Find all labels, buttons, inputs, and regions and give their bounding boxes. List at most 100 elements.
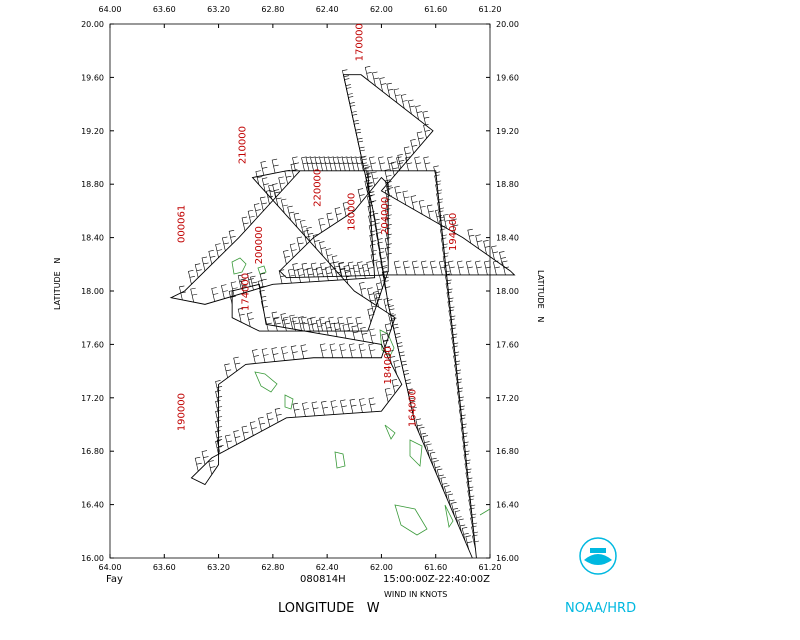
wind-barb <box>423 124 431 139</box>
y-tick-label-right: 16.00 <box>496 554 519 563</box>
wind-barb <box>443 213 451 229</box>
wind-barb <box>241 216 249 231</box>
y-tick-label: 20.00 <box>81 20 104 29</box>
wind-barb <box>314 156 322 171</box>
wind-barb <box>460 426 468 442</box>
wind-barb <box>319 241 327 256</box>
wind-barb <box>237 307 245 323</box>
wind-barb <box>458 408 466 424</box>
wind-barb <box>290 163 298 178</box>
wind-barb <box>414 156 422 171</box>
wind-barb <box>330 400 338 415</box>
wind-barb <box>475 234 483 249</box>
wind-barb <box>502 260 509 276</box>
wind-barb <box>323 156 331 171</box>
wind-barb <box>467 489 475 505</box>
wind-barb <box>390 161 398 176</box>
wind-barb <box>211 287 219 302</box>
wind-barb <box>440 476 448 492</box>
y-tick-label-right: 18.80 <box>496 180 519 189</box>
wind-barb <box>339 343 347 358</box>
time-label: 190000 <box>177 393 188 431</box>
wind-barb <box>310 262 318 277</box>
wind-barb <box>310 316 318 332</box>
wind-barb <box>315 319 323 334</box>
wind-barb <box>364 66 372 81</box>
time-label: 204000 <box>380 197 391 235</box>
flight-track <box>169 74 516 559</box>
y-tick-label: 18.40 <box>81 234 104 243</box>
y-tick-label-right: 19.60 <box>496 73 519 82</box>
wind-barb <box>355 131 363 147</box>
x-tick-label: 62.80 <box>261 563 284 572</box>
x-tick-label: 64.00 <box>99 563 122 572</box>
wind-barb <box>241 425 249 441</box>
wind-barb <box>215 243 223 258</box>
wind-barb <box>471 525 479 541</box>
wind-barb <box>259 196 267 211</box>
wind-barb <box>422 435 430 450</box>
wind-barb <box>396 156 404 171</box>
wind-barb <box>334 265 342 281</box>
wind-barb <box>280 198 288 214</box>
y-tick-label: 17.60 <box>81 340 104 349</box>
wind-barb <box>300 344 308 359</box>
wind-barb <box>201 256 209 272</box>
wind-barb <box>447 260 455 276</box>
wind-barb <box>440 237 448 252</box>
wind-barb <box>320 262 328 277</box>
wind-barb <box>433 460 441 475</box>
wind-barb <box>343 78 351 93</box>
wind-barb <box>423 156 431 171</box>
wind-barb <box>433 165 441 180</box>
wind-barb <box>259 272 267 288</box>
wind-barb <box>451 336 459 351</box>
wind-barb <box>274 191 282 206</box>
wind-barb <box>426 204 434 219</box>
wind-barb <box>384 387 392 403</box>
wind-barb <box>457 399 465 415</box>
wind-barb <box>410 195 418 210</box>
wind-barb <box>352 264 360 279</box>
wind-barb <box>266 412 274 427</box>
x-tick-label: 61.20 <box>479 563 502 572</box>
wind-barb <box>355 156 363 171</box>
wind-barb <box>246 312 254 327</box>
wind-barb <box>261 177 269 192</box>
y-axis-label-right: LATITUDE N <box>536 270 545 322</box>
credit: NOAA/HRD <box>565 601 636 616</box>
wind-barb <box>449 318 457 333</box>
time-label: 180000 <box>346 193 357 231</box>
wind-barb <box>302 402 309 417</box>
wind-barb <box>452 345 460 360</box>
wind-barb <box>283 316 290 332</box>
wind-barb <box>451 218 459 233</box>
wind-barb <box>402 190 410 205</box>
wind-barb <box>349 105 357 120</box>
wind-barb <box>208 250 216 265</box>
wind-barb <box>201 450 209 465</box>
wind-barb <box>353 122 361 138</box>
wind-barb <box>305 156 313 171</box>
wind-barb <box>371 171 379 186</box>
wind-barb <box>326 212 334 227</box>
time-label: 200000 <box>254 226 265 264</box>
wind-barb <box>379 77 387 92</box>
wind-barb <box>271 311 279 326</box>
x-tick-label-top: 62.40 <box>316 5 339 14</box>
wind-barb <box>287 205 295 221</box>
wind-barb <box>415 105 423 120</box>
x-tick-label-top: 62.00 <box>370 5 393 14</box>
wind-barb <box>280 313 288 328</box>
wind-barb <box>420 260 428 276</box>
wind-barb <box>368 343 376 358</box>
wind-barb <box>297 268 305 283</box>
wind-barb <box>394 185 402 201</box>
wind-barb <box>386 82 394 98</box>
y-tick-label: 17.20 <box>81 394 104 403</box>
wind-barb <box>228 229 236 245</box>
wind-barb <box>445 282 453 297</box>
wind-barb <box>397 154 405 169</box>
y-tick-label-right: 16.40 <box>496 501 519 510</box>
